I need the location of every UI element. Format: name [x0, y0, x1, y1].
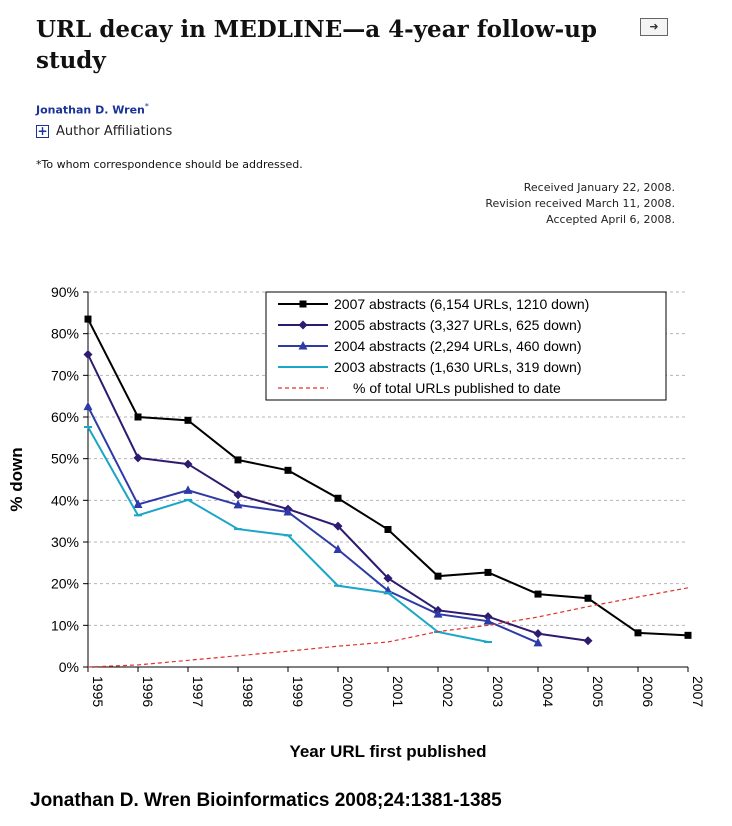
data-point — [183, 485, 193, 494]
y-tick-label: 80% — [51, 326, 79, 342]
citation: Jonathan D. Wren Bioinformatics 2008;24:… — [30, 790, 502, 811]
series-4 — [84, 426, 492, 643]
legend-label: 2004 abstracts (2,294 URLs, 460 down) — [334, 338, 581, 354]
data-point — [333, 521, 343, 531]
data-point — [434, 572, 442, 580]
data-point — [134, 413, 142, 421]
data-point — [299, 300, 307, 308]
data-point — [233, 499, 243, 509]
y-axis-title: % down — [7, 447, 26, 511]
data-point — [83, 401, 93, 411]
data-point — [83, 350, 93, 359]
arrow-right-icon[interactable]: ➜ — [640, 18, 668, 36]
chart-legend: 2007 abstracts (6,154 URLs, 1210 down) 20… — [265, 291, 667, 401]
y-axis-ticks: 0% 10% 20% 30% 40% 50% 60% 70% 80% 90% — [51, 284, 88, 675]
x-tick-label: 2003 — [490, 676, 506, 707]
x-tick-label: 1995 — [90, 676, 106, 707]
data-point — [184, 416, 192, 424]
x-tick-label: 2004 — [540, 676, 556, 707]
accepted-date: Accepted April 6, 2008. — [546, 213, 675, 226]
series-line — [87, 406, 539, 644]
y-tick-label: 10% — [51, 617, 79, 633]
legend-box — [265, 291, 667, 401]
data-point — [84, 315, 92, 323]
legend-label: 2005 abstracts (3,327 URLs, 625 down) — [334, 317, 581, 333]
data-point — [534, 590, 542, 598]
data-point — [133, 453, 143, 463]
x-tick-label: 1999 — [290, 676, 306, 707]
x-tick-label: 2001 — [390, 676, 406, 707]
article-title: URL decay in MEDLINE—a 4-year follow-up … — [36, 16, 597, 74]
data-point — [298, 320, 308, 330]
chart-series — [83, 315, 692, 668]
data-point — [383, 573, 393, 583]
affiliations-label[interactable]: Author Affiliations — [56, 124, 173, 139]
received-date: Received January 22, 2008. — [523, 181, 675, 194]
series-line — [87, 587, 689, 668]
author-mark: * — [144, 102, 149, 111]
expand-icon[interactable]: + — [36, 124, 49, 138]
data-point — [584, 594, 592, 602]
data-point — [133, 499, 143, 508]
data-point — [284, 466, 292, 474]
data-point — [233, 490, 243, 500]
y-tick-label: 30% — [51, 534, 79, 550]
data-point — [483, 616, 493, 625]
x-tick-label: 2005 — [590, 676, 606, 707]
legend-label: 2003 abstracts (1,630 URLs, 319 down) — [334, 359, 581, 375]
x-tick-label: 2002 — [440, 676, 456, 707]
data-point — [684, 631, 692, 639]
x-tick-label: 1998 — [240, 676, 256, 707]
y-tick-label: 50% — [51, 451, 79, 467]
x-axis-title: Year URL first published — [289, 742, 486, 761]
y-tick-label: 40% — [51, 492, 79, 508]
series-1 — [84, 315, 692, 639]
data-point — [634, 629, 642, 637]
data-point — [583, 636, 593, 646]
data-point — [333, 544, 343, 553]
data-point — [283, 507, 293, 516]
data-point — [533, 629, 543, 639]
x-tick-label: 1996 — [140, 676, 156, 707]
author-name[interactable]: Jonathan D. Wren* — [36, 102, 149, 117]
x-tick-label: 1997 — [190, 676, 206, 707]
y-tick-label: 60% — [51, 409, 79, 425]
data-point — [298, 341, 308, 350]
x-tick-label: 2000 — [340, 676, 356, 707]
data-point — [533, 637, 543, 647]
y-tick-label: 20% — [51, 576, 79, 592]
data-point — [433, 609, 443, 618]
data-point — [183, 459, 193, 469]
legend-label: 2007 abstracts (6,154 URLs, 1210 down) — [334, 296, 589, 312]
author-link[interactable]: Jonathan D. Wren — [36, 103, 145, 117]
x-axis-ticks: 1995 1996 1997 1998 1999 2000 2001 2002 2003 2004… — [87, 667, 706, 707]
series-3 — [83, 401, 543, 647]
data-point — [384, 526, 392, 533]
series-2 — [83, 350, 593, 646]
revised-date: Revision received March 11, 2008. — [485, 197, 675, 210]
author-affiliations[interactable]: + Author Affiliations — [36, 124, 172, 139]
article-dates: Received January 22, 2008. Revision rece… — [485, 180, 675, 228]
y-tick-label: 0% — [59, 659, 79, 675]
y-tick-label: 90% — [51, 284, 79, 300]
y-tick-label: 70% — [51, 367, 79, 383]
x-tick-label: 2007 — [690, 676, 706, 707]
data-point — [334, 494, 342, 502]
series-5 — [87, 587, 689, 668]
data-point — [484, 568, 492, 576]
x-tick-label: 2006 — [640, 676, 656, 707]
data-point — [234, 456, 242, 464]
url-decay-chart: 0%10%20%30%40%50%60%70%80%90% 1995 1996 19… — [7, 284, 706, 761]
legend-label: % of total URLs published to date — [353, 380, 561, 396]
correspondence-note: *To whom correspondence should be addres… — [36, 158, 303, 171]
